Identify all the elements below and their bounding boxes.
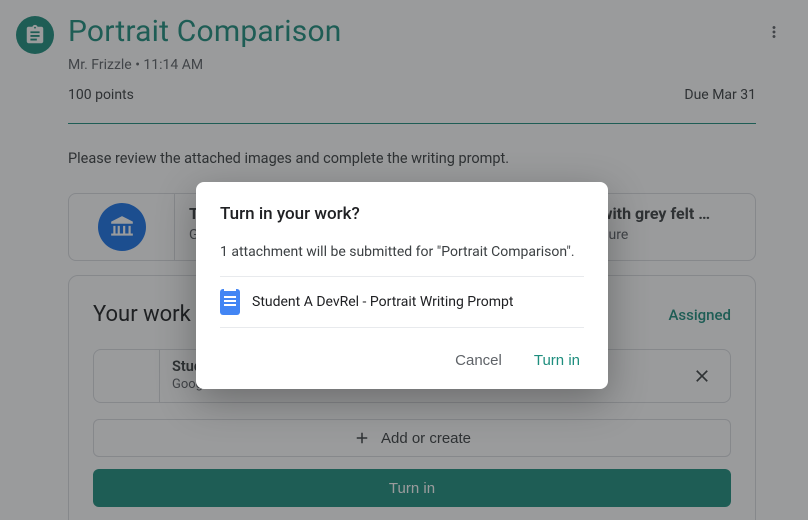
modal-attachment-row: Student A DevRel - Portrait Writing Prom… — [220, 276, 584, 328]
confirm-turn-in-button[interactable]: Turn in — [530, 346, 584, 375]
modal-title: Turn in your work? — [220, 204, 584, 224]
assignment-page: Portrait Comparison Mr. Frizzle • 11:14 … — [0, 0, 808, 520]
cancel-button[interactable]: Cancel — [451, 346, 506, 375]
modal-file-name: Student A DevRel - Portrait Writing Prom… — [252, 294, 513, 310]
google-docs-icon — [220, 289, 240, 315]
modal-message: 1 attachment will be submitted for "Port… — [220, 244, 584, 260]
turn-in-modal: Turn in your work? 1 attachment will be … — [196, 182, 608, 389]
modal-actions: Cancel Turn in — [220, 346, 584, 375]
